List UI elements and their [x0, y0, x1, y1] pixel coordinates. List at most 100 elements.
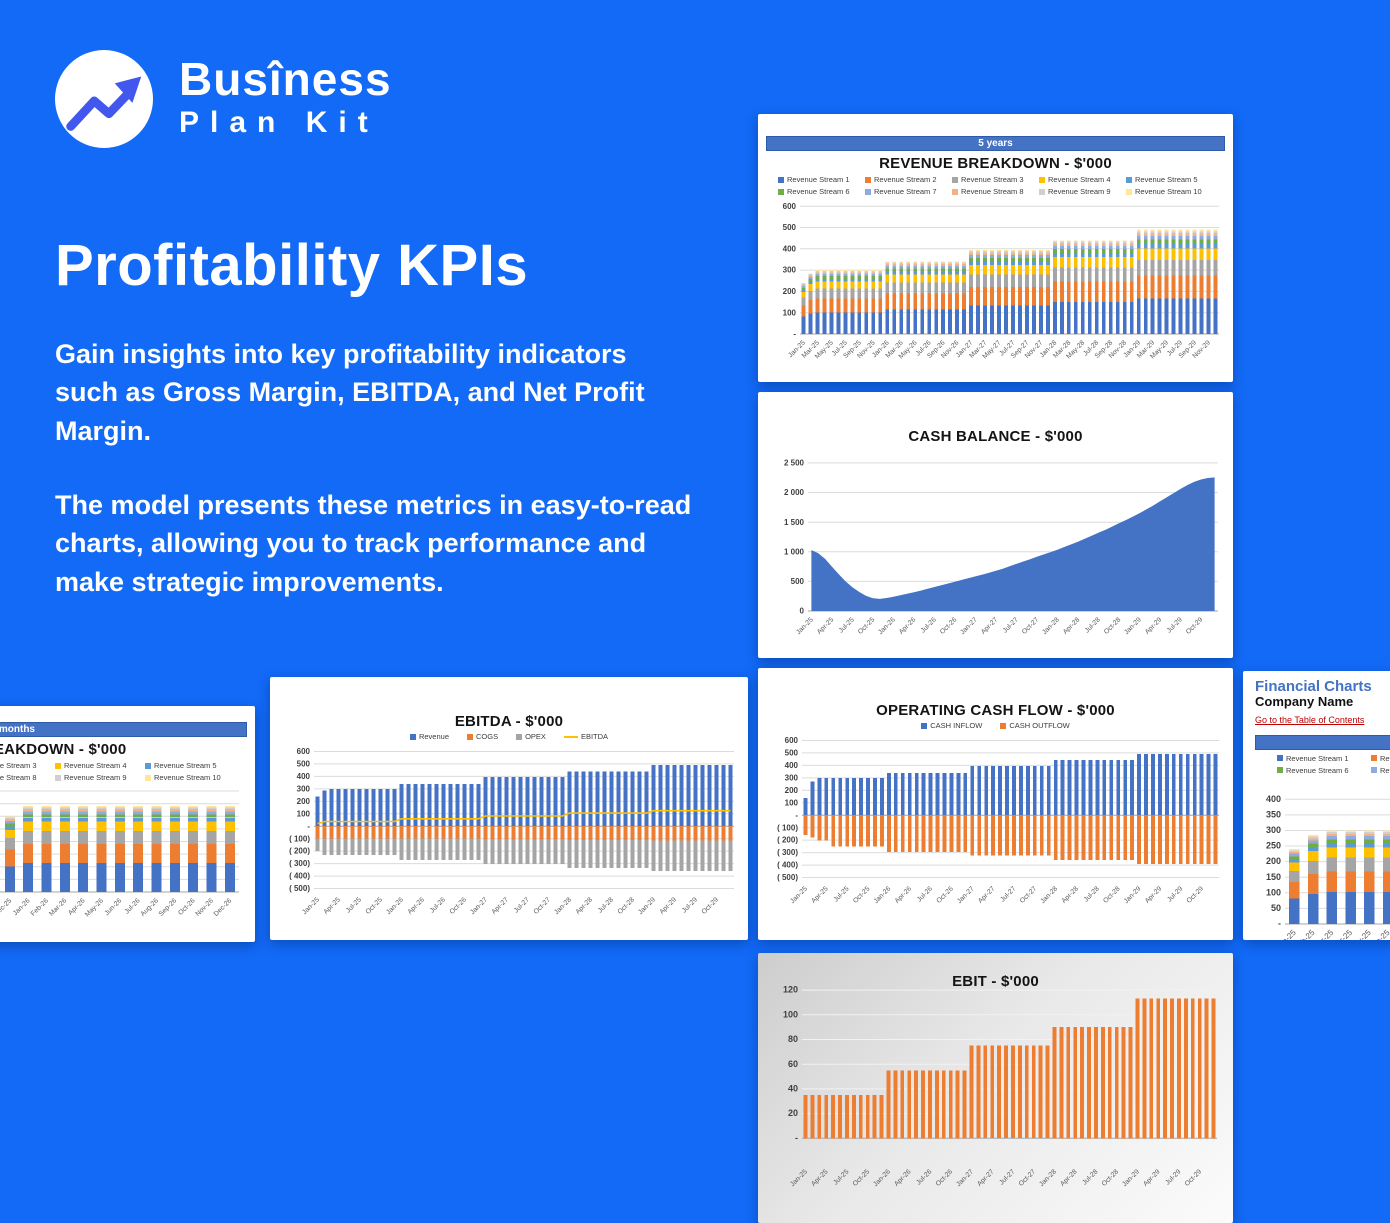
svg-text:Jan-26: Jan-26	[877, 616, 897, 636]
legend-item: Revenue Stream 4	[1039, 175, 1126, 184]
trend-arrow-icon	[66, 76, 142, 131]
card-ebit: EBIT - $'000 120 100 80 60 40 20 - Jan-25 Apr-25…	[758, 953, 1233, 1223]
svg-text:300: 300	[783, 266, 797, 275]
chart-title: CASH BALANCE - $'000	[908, 428, 1083, 445]
svg-text:Oct-25: Oct-25	[852, 1168, 872, 1188]
legend-swatch	[1126, 188, 1132, 195]
svg-text:1 000: 1 000	[784, 547, 805, 556]
ebitda-chart: 600 500 400 300 200 100 - ( 100) ( 200) ( 300) ( 4…	[276, 743, 748, 940]
svg-text:Apr-26: Apr-26	[407, 896, 427, 916]
legend-label: Revenue Stream 4	[64, 761, 127, 770]
chart-title: EBIT - $'000	[952, 973, 1039, 990]
svg-text:Oct-27: Oct-27	[533, 896, 553, 916]
svg-text:Apr-28: Apr-28	[1059, 1168, 1079, 1188]
legend-item: Revenue Stream 9	[1039, 187, 1126, 196]
chart-title: REVENUE BREAKDOWN - $'000	[879, 155, 1112, 172]
legend-label: Revenue Stream 8	[0, 773, 37, 782]
hero-section: Profitability KPIs Gain insights into ke…	[55, 232, 695, 601]
legend-label: Revenue Stream 5	[154, 761, 217, 770]
svg-text:20: 20	[788, 1108, 798, 1118]
legend-label: Revenue Stream 9	[64, 773, 127, 782]
legend-swatch	[55, 762, 61, 769]
svg-text:100: 100	[783, 308, 797, 317]
svg-text:Jul-28: Jul-28	[1081, 1168, 1099, 1186]
svg-text:( 200): ( 200)	[289, 847, 310, 856]
svg-text:Apr-29: Apr-29	[1144, 885, 1164, 905]
svg-text:Jul-26: Jul-26	[429, 896, 447, 914]
svg-text:Oct-26: Oct-26	[177, 897, 197, 917]
svg-text:Jan-25: Jan-25	[789, 1168, 809, 1188]
legend-swatch	[1039, 188, 1045, 195]
legend-item: Revenue Stream 2	[865, 175, 952, 184]
legend-swatch	[778, 176, 784, 183]
chart-series	[801, 229, 1218, 334]
svg-text:Jan-26: Jan-26	[873, 885, 893, 905]
legend-label: OPEX	[525, 732, 546, 741]
svg-text:Aug-26: Aug-26	[139, 897, 160, 918]
svg-text:300: 300	[1266, 825, 1281, 835]
svg-text:Oct-27: Oct-27	[1018, 1168, 1038, 1188]
svg-text:600: 600	[783, 202, 797, 211]
svg-text:Oct-28: Oct-28	[1102, 885, 1122, 905]
svg-text:Jan-25: Jan-25	[1274, 927, 1298, 940]
legend-label: Revenue Stream 7	[1380, 765, 1390, 775]
svg-text:Jul-27: Jul-27	[998, 1168, 1016, 1186]
legend-swatch	[1039, 176, 1045, 183]
brand-text: Busîness Plan Kit	[179, 56, 392, 138]
svg-text:Apr-29: Apr-29	[1142, 1168, 1162, 1188]
chart-series	[803, 754, 1218, 864]
chart-series	[315, 765, 733, 872]
legend-item: Revenue Stream 6	[778, 187, 865, 196]
chart-period-label: 5 years	[978, 137, 1013, 149]
svg-text:Apr-26: Apr-26	[893, 1168, 913, 1188]
card-revenue-breakdown-24m: 24 months REVENUE BREAKDOWN - $'000 Reve…	[0, 706, 255, 942]
svg-text:0: 0	[800, 607, 805, 616]
svg-text:200: 200	[785, 786, 799, 795]
legend-item: Revenue Stream 8	[0, 773, 55, 782]
svg-text:( 200): ( 200)	[777, 836, 798, 845]
svg-text:-: -	[795, 1133, 798, 1143]
chart-title: REVENUE BREAKDOWN - $'000	[0, 741, 127, 758]
sheet-title: Financial Charts	[1255, 678, 1372, 695]
svg-text:600: 600	[297, 747, 311, 756]
svg-text:2 500: 2 500	[784, 459, 805, 468]
legend-label: CASH INFLOW	[930, 721, 983, 730]
legend-label: Revenue Stream 10	[1135, 187, 1202, 196]
svg-text:600: 600	[785, 736, 799, 745]
svg-text:300: 300	[785, 774, 799, 783]
legend-swatch	[1000, 722, 1007, 729]
legend-label: Revenue Stream 9	[1048, 187, 1111, 196]
svg-text:-: -	[795, 811, 798, 820]
legend-label: Revenue Stream 10	[154, 773, 221, 782]
svg-text:400: 400	[297, 772, 311, 781]
card-ebitda: EBITDA - $'000 Revenue COGS OPEX EBITDA 600…	[270, 677, 748, 940]
svg-text:300: 300	[297, 785, 311, 794]
legend-swatch	[145, 762, 151, 769]
svg-text:Jul-27: Jul-27	[513, 896, 531, 914]
legend-item: Revenue Stream 1	[778, 175, 865, 184]
svg-text:Apr-26: Apr-26	[894, 885, 914, 905]
card-revenue-breakdown-5y: 5 years REVENUE BREAKDOWN - $'000 Revenu…	[758, 114, 1233, 382]
svg-text:Jan-29: Jan-29	[637, 896, 657, 916]
page-title: Profitability KPIs	[55, 233, 529, 298]
chart-legend: CASH INFLOW CASH OUTFLOW	[758, 721, 1233, 730]
svg-text:Jan-27: Jan-27	[959, 616, 979, 636]
legend-item: Revenue Stream 1	[1277, 754, 1371, 763]
chart-title: OPERATING CASH FLOW - $'000	[876, 702, 1115, 719]
table-of-contents-link[interactable]: Go to the Table of Contents	[1255, 714, 1365, 725]
svg-text:Apr-28: Apr-28	[1062, 616, 1082, 636]
grid-lines: 600 500 400 300 200 100 - ( 100) ( 200) ( 300) ( 4…	[289, 747, 734, 893]
x-axis-labels: Jan-25 Apr-25 Jul-25 Oct-25 Jan-26 Apr-26 Jul-…	[789, 885, 1205, 905]
svg-text:Mar-26: Mar-26	[48, 897, 68, 917]
grid-lines: 600 500 400 300 200 100 -	[783, 202, 1219, 339]
chart-period-header: 24 months	[0, 722, 247, 737]
chart-canvas: 600 500 400 300 200 100 - ( 100) ( 200) ( 300) ( 4…	[289, 747, 734, 916]
legend-swatch	[865, 188, 871, 195]
svg-text:Jan-29: Jan-29	[1121, 1168, 1141, 1188]
sheet-revenue-breakdown-chart: 400 350 300 250 200 150 100 50 - Jan-25 Feb-25 Mar-…	[1243, 775, 1390, 940]
company-name: Company Name	[1255, 693, 1354, 709]
svg-text:Oct-27: Oct-27	[1019, 885, 1039, 905]
svg-text:Apr-29: Apr-29	[659, 896, 679, 916]
